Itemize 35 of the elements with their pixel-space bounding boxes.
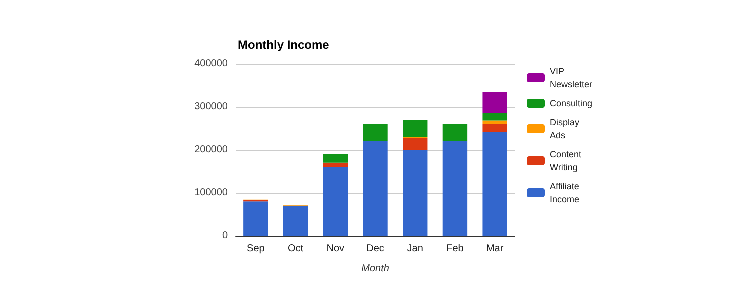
bar — [403, 150, 428, 236]
bar — [283, 206, 308, 236]
x-axis-title: Month — [362, 264, 390, 274]
x-tick-label: Nov — [326, 244, 345, 254]
y-tick-label: 0 — [222, 230, 228, 242]
bar — [482, 92, 508, 114]
bar — [403, 138, 428, 150]
x-tick-label: Dec — [366, 244, 384, 254]
y-tick-label: 100000 — [194, 188, 228, 198]
bar — [482, 132, 508, 236]
legend-label: Consulting — [550, 98, 593, 108]
legend-label: Display Ads — [550, 118, 582, 140]
chart-title: Monthly Income — [238, 38, 330, 52]
x-tick-label: Oct — [288, 244, 304, 254]
bar — [363, 124, 388, 141]
bar — [244, 202, 268, 236]
bar — [442, 124, 468, 142]
x-tick-label: Sep — [247, 244, 266, 254]
bar — [323, 154, 348, 163]
legend-label: VIP Newsletter — [550, 66, 593, 90]
x-tick-label: Jan — [407, 244, 424, 254]
bar — [482, 113, 508, 121]
y-tick-label: 300000 — [194, 102, 228, 112]
bar — [323, 167, 348, 236]
y-tick-label: 200000 — [194, 144, 228, 156]
bar — [403, 120, 428, 138]
bar — [482, 124, 508, 132]
legend-label: Content Writing — [550, 150, 584, 172]
bar — [442, 141, 468, 236]
bar — [323, 162, 348, 168]
bar — [363, 141, 388, 236]
x-tick-label: Mar — [486, 244, 504, 254]
y-tick-label: 400000 — [194, 58, 228, 70]
legend-label: Affiliate Income — [550, 182, 582, 204]
x-tick-label: Feb — [446, 244, 464, 254]
